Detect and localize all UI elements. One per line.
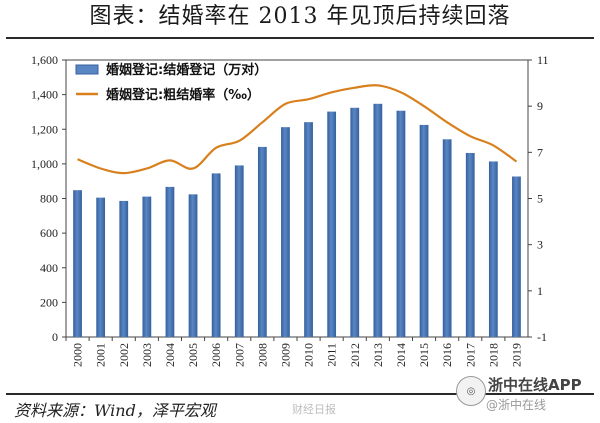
bar — [96, 197, 106, 337]
x-axis-tick-label: 2000 — [71, 343, 85, 367]
center-watermark: 财经日报 — [292, 403, 336, 416]
x-axis-tick-label: 2014 — [394, 343, 408, 367]
left-axis-tick-label: 1,600 — [31, 53, 58, 67]
x-axis-tick-label: 2017 — [463, 343, 477, 367]
left-axis-tick-label: 1,400 — [31, 88, 58, 102]
x-axis-tick-label: 2005 — [186, 343, 200, 367]
bar — [188, 194, 198, 337]
combo-chart: 0 200 400 600 800 1,000 1,200 1,400 1,600 -1 1 3 5 7 9… — [31, 53, 549, 367]
x-axis-tick-label: 2012 — [348, 343, 362, 367]
chart-title: 图表：结婚率在 2013 年见顶后持续回落 — [89, 4, 511, 29]
app-watermark-name: 浙中在线APP — [488, 376, 582, 394]
x-axis-tick-label: 2006 — [209, 343, 223, 367]
x-axis-tick-label: 2016 — [440, 343, 454, 367]
legend-line-label: 婚姻登记:粗结婚率（‰） — [106, 87, 260, 103]
bar — [119, 200, 129, 337]
left-axis-tick-label: 200 — [40, 295, 58, 309]
x-axis-tick-label: 2008 — [255, 343, 269, 367]
x-axis-tick-label: 2015 — [417, 343, 431, 367]
bar — [373, 103, 383, 337]
bar — [281, 127, 290, 337]
x-axis-tick-label: 2007 — [232, 343, 246, 367]
x-axis-tick-label: 2009 — [278, 343, 292, 367]
left-axis-tick-label: 400 — [40, 261, 58, 275]
left-axis-tick-label: 800 — [40, 192, 58, 206]
source-note: 资料来源：Wind，泽平宏观 — [14, 401, 216, 420]
x-axis-tick-label: 2004 — [163, 343, 177, 367]
x-axis-tick-label: 2019 — [509, 343, 523, 367]
right-axis-tick-label: 11 — [537, 53, 549, 67]
bar — [512, 176, 521, 337]
source-divider — [6, 393, 594, 395]
legend-bar-swatch — [75, 64, 99, 75]
bar — [234, 165, 244, 337]
marriage-rate-line — [77, 84, 518, 175]
weibo-icon: ◎ — [456, 376, 486, 406]
right-axis-tick-label: 5 — [537, 192, 543, 206]
x-axis-tick-label: 2002 — [117, 343, 131, 367]
x-axis-tick-label: 2010 — [302, 343, 316, 367]
x-axis-tick-label: 2013 — [371, 343, 385, 367]
x-axis-tick-label: 2003 — [140, 343, 154, 367]
bar — [419, 124, 429, 337]
left-axis-tick-label: 1,000 — [31, 157, 58, 171]
left-axis-tick-label: 1,200 — [31, 122, 58, 136]
bar — [73, 190, 82, 337]
x-axis-tick-label: 2011 — [325, 343, 339, 367]
app-watermark-handle: @浙中在线 — [486, 398, 547, 412]
bar — [396, 110, 406, 338]
bar — [165, 186, 175, 337]
x-axis-tick-label: 2018 — [486, 343, 500, 367]
bar — [465, 152, 475, 337]
bar — [350, 107, 360, 337]
bar — [142, 196, 152, 337]
title-divider — [6, 37, 594, 39]
left-axis-tick-label: 600 — [40, 226, 58, 240]
bar — [327, 111, 337, 337]
bar — [488, 161, 498, 337]
left-axis-tick-label: 0 — [52, 330, 58, 344]
right-axis-tick-label: 7 — [537, 145, 543, 159]
x-axis-tick-label: 2001 — [94, 343, 108, 367]
bar — [304, 122, 313, 337]
legend-bar-label: 婚姻登记:结婚登记（万对） — [106, 62, 267, 78]
right-axis-tick-label: 1 — [537, 284, 543, 298]
right-axis-tick-label: 9 — [537, 99, 543, 113]
bar — [442, 139, 452, 337]
bar — [211, 173, 221, 337]
right-axis-tick-label: -1 — [537, 330, 547, 344]
bar — [257, 146, 267, 337]
right-axis-tick-label: 3 — [537, 238, 543, 252]
